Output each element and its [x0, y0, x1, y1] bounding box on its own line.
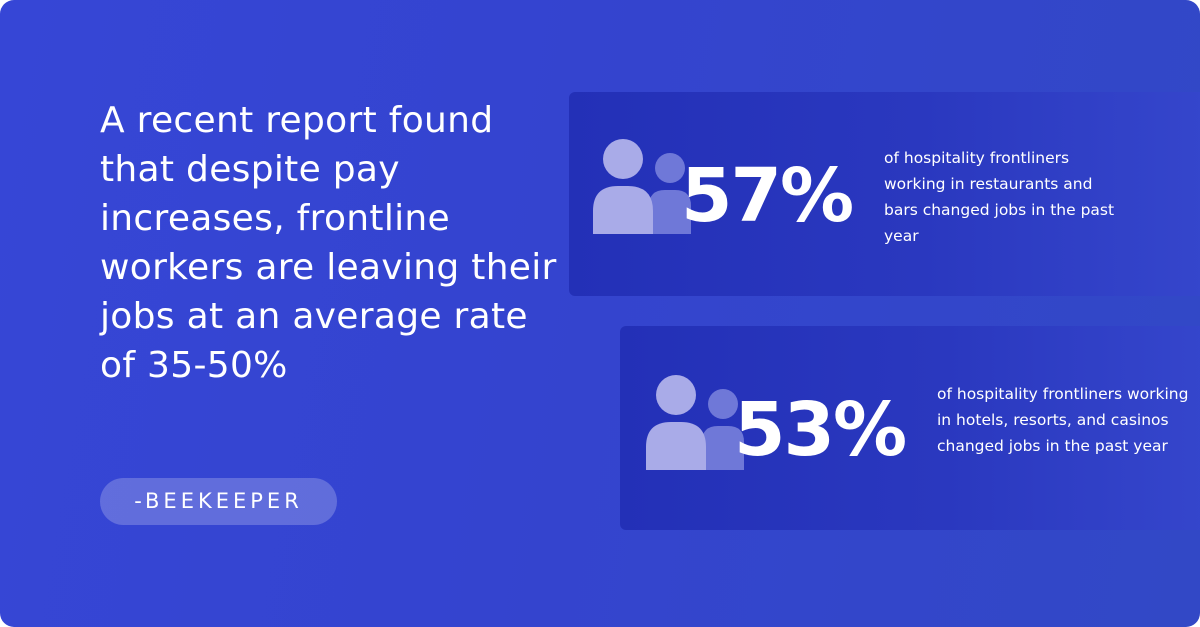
stat-card-hotels: 53% of hospitality frontliners working i… — [620, 326, 1200, 530]
people-icon — [593, 139, 691, 234]
people-icon — [646, 375, 744, 470]
stat-percentage: 53% — [734, 387, 907, 473]
stat-percentage: 57% — [681, 153, 854, 239]
quote-text: A recent report found that despite pay i… — [100, 100, 557, 386]
stat-card-restaurants: 57% of hospitality frontliners working i… — [569, 92, 1200, 296]
stat-description: of hospitality frontliners working in re… — [884, 149, 1115, 245]
stat-description: of hospitality frontliners working in ho… — [937, 385, 1189, 455]
source-badge: -BEEKEEPER — [100, 478, 337, 525]
